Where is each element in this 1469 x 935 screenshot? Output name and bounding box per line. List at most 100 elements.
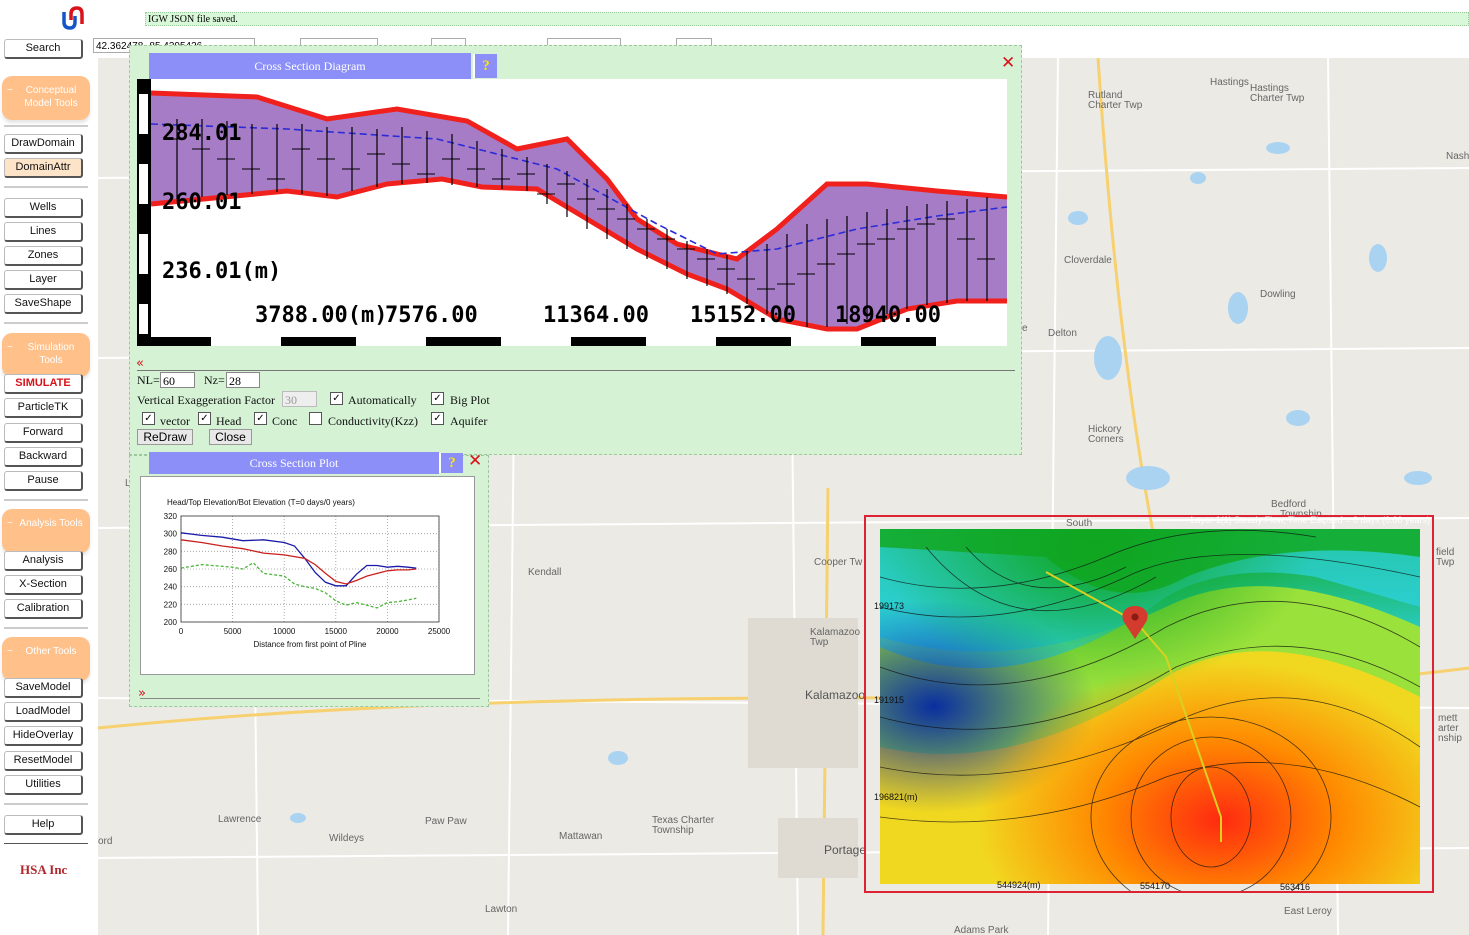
- help-button[interactable]: Help: [4, 815, 83, 835]
- x-section-button[interactable]: X-Section: [4, 575, 83, 595]
- calibration-button[interactable]: Calibration: [4, 599, 83, 619]
- place-label: ord: [98, 836, 113, 847]
- help-icon[interactable]: ?: [439, 453, 463, 473]
- y-tick-label: 300: [164, 530, 178, 539]
- simulation-tools-group[interactable]: − Simulation Tools: [2, 333, 90, 377]
- place-label: Adams Park: [954, 925, 1009, 935]
- status-message: IGW JSON file saved.: [145, 12, 1469, 26]
- place-label: Nash: [1446, 151, 1469, 162]
- divider: [140, 698, 480, 699]
- wells-button[interactable]: Wells: [4, 198, 83, 218]
- place-label: Bedford: [1271, 499, 1307, 510]
- x-tick-label: 0: [179, 627, 184, 636]
- group-label: Analysis Tools: [19, 518, 83, 529]
- help-icon[interactable]: ?: [473, 54, 497, 78]
- particletk-button[interactable]: ParticleTK: [4, 398, 83, 418]
- place-label: South: [1066, 518, 1093, 529]
- place-label: Rutland Charter Twp: [1088, 90, 1143, 111]
- close-button[interactable]: Close: [209, 429, 252, 445]
- forward-button[interactable]: Forward: [4, 423, 83, 443]
- utilities-button[interactable]: Utilities: [4, 775, 83, 795]
- simulate-button[interactable]: SIMULATE: [4, 374, 83, 394]
- series-line-head: [180, 539, 417, 585]
- automatically-checkbox[interactable]: ✓: [330, 392, 343, 405]
- other-tools-group[interactable]: − Other Tools: [2, 637, 90, 681]
- saveshape-button[interactable]: SaveShape: [4, 294, 83, 314]
- series-line-top-elevation: [180, 532, 417, 587]
- group-collapse-icon: −: [7, 646, 13, 657]
- resetmodel-button[interactable]: ResetModel: [4, 751, 83, 771]
- cross-section-diagram-dialog: Cross Section Diagram ? ✕ 284.01 260.01 …: [129, 45, 1022, 455]
- x-axis-label: 7576.00: [385, 303, 478, 328]
- place-label: Wildeys: [329, 833, 365, 844]
- collapse-icon[interactable]: «: [136, 356, 144, 371]
- conceptual-model-tools-group[interactable]: − Conceptual Model Tools: [2, 76, 90, 120]
- vef-label: Vertical Exaggeration Factor: [137, 393, 275, 407]
- company-name: HSA Inc: [20, 862, 68, 877]
- zones-button[interactable]: Zones: [4, 246, 83, 266]
- divider: [4, 803, 88, 805]
- lines-button[interactable]: Lines: [4, 222, 83, 242]
- x-axis-title: Distance from first point of Pline: [254, 640, 367, 649]
- y-axis-label: 284.01: [162, 121, 242, 146]
- y-axis-label: 260.01: [162, 190, 242, 215]
- pause-button[interactable]: Pause: [4, 471, 83, 491]
- place-label: Mattawan: [559, 831, 603, 842]
- place-label: Lawton: [485, 904, 518, 915]
- backward-button[interactable]: Backward: [4, 447, 83, 467]
- redraw-button[interactable]: ReDraw: [137, 429, 193, 445]
- group-label: Other Tools: [25, 646, 77, 657]
- place-label: L: [125, 478, 131, 489]
- aquifer-checkbox[interactable]: ✓: [431, 412, 444, 425]
- place-label: Kalamazoo Twp: [810, 627, 861, 648]
- hideoverlay-button[interactable]: HideOverlay: [4, 726, 83, 746]
- head-label: Head: [216, 414, 242, 428]
- place-label: Hastings Charter Twp: [1250, 83, 1305, 104]
- place-label: Kendall: [528, 567, 562, 578]
- expand-icon[interactable]: »: [138, 686, 146, 701]
- aquifer-label: Aquifer: [450, 414, 488, 428]
- divider: [4, 125, 88, 127]
- conductivity-checkbox[interactable]: [309, 412, 322, 425]
- y-tick-label: 280: [164, 547, 178, 556]
- group-collapse-icon: −: [7, 518, 13, 529]
- vef-input[interactable]: 30: [282, 391, 317, 407]
- overlay-y-label: 191915: [874, 695, 905, 705]
- search-button[interactable]: Search: [4, 39, 83, 59]
- automatically-label: Automatically: [348, 393, 417, 407]
- conc-label: Conc: [272, 414, 298, 428]
- dialog-title: Cross Section Diagram: [149, 53, 471, 79]
- y-axis-label: 236.01(m): [162, 259, 282, 284]
- place-label: Dowling: [1260, 289, 1296, 300]
- y-tick-label: 220: [164, 600, 178, 609]
- domainattr-button[interactable]: DomainAttr: [4, 158, 83, 178]
- nz-input[interactable]: 28: [226, 372, 260, 388]
- nl-input[interactable]: 60: [160, 372, 195, 388]
- analysis-button[interactable]: Analysis: [4, 551, 83, 571]
- x-tick-label: 10000: [273, 627, 296, 636]
- place-label: Hastings: [1210, 77, 1249, 88]
- y-tick-label: 260: [164, 565, 178, 574]
- dialog-title: Cross Section Plot: [149, 452, 439, 474]
- analysis-tools-group[interactable]: − Analysis Tools: [2, 509, 90, 553]
- loadmodel-button[interactable]: LoadModel: [4, 702, 83, 722]
- y-tick-label: 240: [164, 583, 178, 592]
- close-icon[interactable]: ✕: [1001, 53, 1016, 73]
- big-plot-checkbox[interactable]: ✓: [431, 392, 444, 405]
- x-tick-label: 15000: [325, 627, 348, 636]
- x-axis-label: 15152.00: [690, 303, 796, 328]
- place-label: Portage: [824, 843, 867, 857]
- close-icon[interactable]: ✕: [468, 451, 483, 471]
- head-checkbox[interactable]: ✓: [198, 412, 211, 425]
- group-label: Simulation Tools: [27, 342, 75, 366]
- layer-button[interactable]: Layer: [4, 270, 83, 290]
- model-overlay[interactable]: Layer 1(1) Steady Flow, Time Elapsed = 0…: [864, 515, 1434, 918]
- divider: [4, 186, 88, 188]
- conc-checkbox[interactable]: ✓: [254, 412, 267, 425]
- drawdomain-button[interactable]: DrawDomain: [4, 134, 83, 154]
- y-tick-label: 200: [164, 618, 178, 627]
- place-label: Hickory Corners: [1088, 424, 1124, 445]
- vector-checkbox[interactable]: ✓: [142, 412, 155, 425]
- savemodel-button[interactable]: SaveModel: [4, 678, 83, 698]
- place-label: East Leroy: [1284, 906, 1332, 917]
